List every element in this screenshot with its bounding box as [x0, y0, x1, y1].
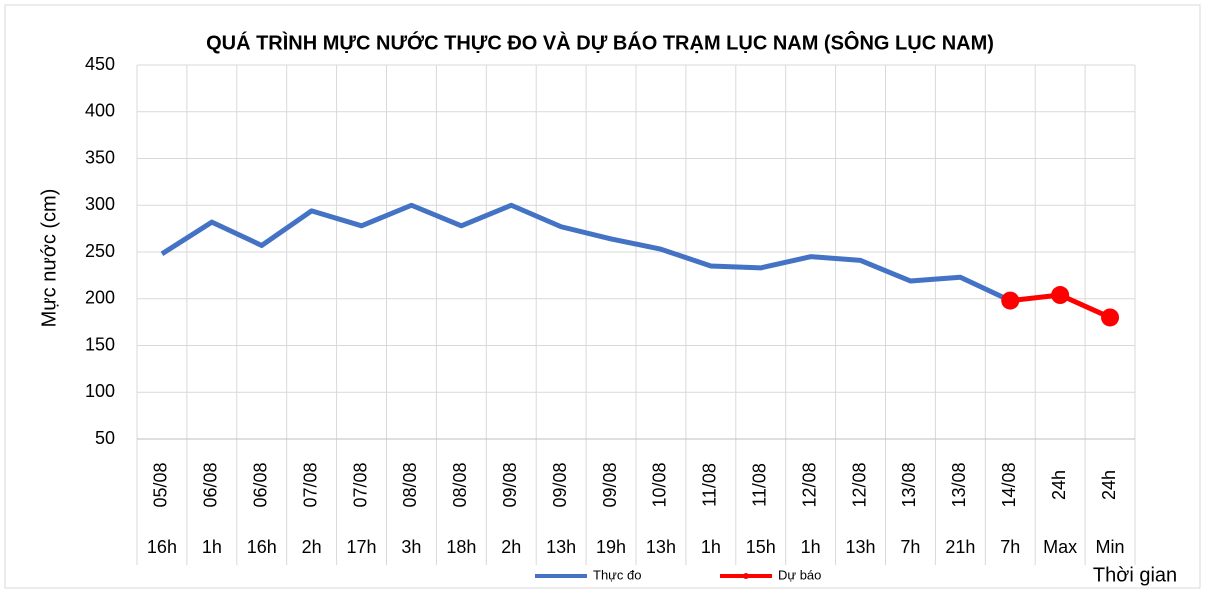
- data-point: [1001, 291, 1020, 310]
- x-tick-label-top: 06/08: [251, 462, 271, 507]
- x-tick-label-bottom: 21h: [945, 537, 975, 557]
- x-tick-label-top: 08/08: [450, 462, 470, 507]
- x-tick-label-top: 09/08: [500, 462, 520, 507]
- x-tick-label-top: 09/08: [600, 462, 620, 507]
- x-tick-label-bottom: 16h: [147, 537, 177, 557]
- x-tick-label-bottom: 18h: [446, 537, 476, 557]
- x-axis-label: Thời gian: [1093, 564, 1177, 586]
- x-tick-label-top: 09/08: [550, 462, 570, 507]
- x-tick-label-bottom: 1h: [701, 537, 721, 557]
- y-tick-label: 100: [85, 381, 115, 401]
- x-tick-label-top: 06/08: [201, 462, 221, 507]
- data-line: [160, 202, 1012, 303]
- y-tick-label: 250: [85, 241, 115, 261]
- x-tick-label-bottom: 2h: [302, 537, 322, 557]
- x-tick-label-top: 13/08: [949, 462, 969, 507]
- x-tick-label-bottom: 7h: [900, 537, 920, 557]
- legend-label: Dự báo: [778, 567, 821, 582]
- x-tick-label-top: 07/08: [300, 462, 320, 507]
- y-tick-label: 300: [85, 194, 115, 214]
- y-tick-label: 450: [85, 54, 115, 74]
- x-tick-label-top: 13/08: [899, 462, 919, 507]
- x-tick-label-bottom: 13h: [646, 537, 676, 557]
- x-tick-label-top: 10/08: [650, 462, 670, 507]
- chart-title: QUÁ TRÌNH MỰC NƯỚC THỰC ĐO VÀ DỰ BÁO TRẠ…: [206, 30, 994, 54]
- x-tick-label-bottom: 13h: [846, 537, 876, 557]
- legend-marker: [743, 573, 749, 579]
- x-tick-label-bottom: 17h: [347, 537, 377, 557]
- data-point: [1101, 308, 1120, 327]
- x-tick-label-bottom: 16h: [247, 537, 277, 557]
- y-tick-label: 200: [85, 288, 115, 308]
- x-tick-label-top: 05/08: [151, 462, 171, 507]
- x-tick-label-bottom: 15h: [746, 537, 776, 557]
- x-tick-label-bottom: 7h: [1000, 537, 1020, 557]
- x-tick-label-top: 07/08: [350, 462, 370, 507]
- y-tick-label: 50: [95, 428, 115, 448]
- x-tick-label-bottom: 1h: [801, 537, 821, 557]
- x-tick-label-bottom: 1h: [202, 537, 222, 557]
- x-tick-label-top: 11/08: [700, 463, 720, 507]
- x-tick-label-top: 24h: [1049, 470, 1069, 500]
- x-tick-label-bottom: 2h: [501, 537, 521, 557]
- y-tick-label: 350: [85, 147, 115, 167]
- y-tick-label: 400: [85, 101, 115, 121]
- x-tick-label-bottom: Max: [1043, 537, 1077, 557]
- x-tick-label-top: 12/08: [799, 462, 819, 507]
- x-tick-label-top: 12/08: [849, 462, 869, 507]
- y-tick-label: 150: [85, 334, 115, 354]
- x-tick-label-top: 08/08: [400, 462, 420, 507]
- x-tick-label-top: 11/08: [750, 463, 770, 507]
- x-tick-label-bottom: 19h: [596, 537, 626, 557]
- x-tick-label-bottom: Min: [1096, 537, 1125, 557]
- x-tick-label-bottom: 13h: [546, 537, 576, 557]
- x-tick-label-top: 14/08: [999, 462, 1019, 507]
- x-tick-label-top: 24h: [1099, 470, 1119, 500]
- x-tick-label-bottom: 3h: [401, 537, 421, 557]
- data-point: [1051, 286, 1070, 305]
- y-axis-label: Mực nước (cm): [38, 189, 60, 328]
- legend-label: Thực đo: [593, 567, 641, 582]
